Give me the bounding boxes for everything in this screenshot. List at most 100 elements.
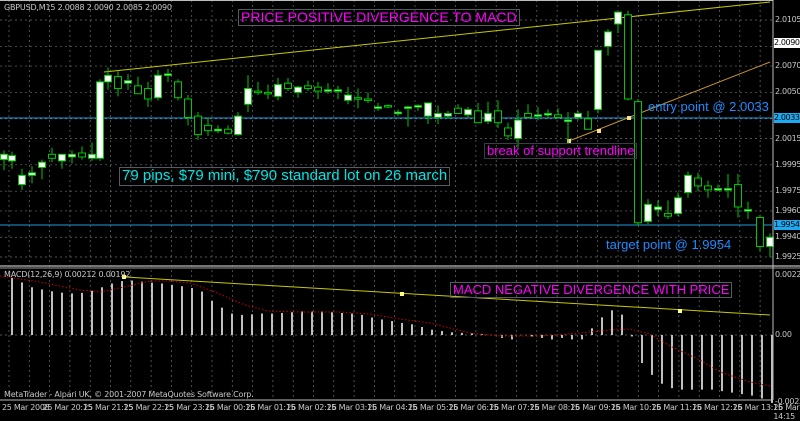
candle-bear (304, 85, 312, 89)
candle-bull (424, 102, 432, 117)
candle-bull (214, 128, 222, 132)
time-tick: 26 Mar 14:15 (773, 403, 800, 421)
time-tick: 26 Mar 03:15 (326, 403, 377, 412)
signal-line (0, 275, 771, 387)
candle-bear (454, 107, 462, 114)
candle-bull (154, 74, 162, 99)
candle-bull (104, 74, 112, 83)
price-tick: 2.0070 (775, 61, 800, 71)
candle-bull (18, 174, 26, 186)
trendline-anchor (597, 129, 601, 133)
candle-bear (264, 91, 272, 95)
entry-point-label[interactable]: entry point @ 2.0033 (648, 99, 769, 114)
candle-bull (96, 81, 104, 159)
candlesticks (0, 10, 774, 257)
candle-bear (624, 14, 632, 100)
candle-bull (514, 119, 522, 139)
candle-bear (384, 105, 392, 108)
candle-bull (684, 174, 692, 193)
candle-bull (394, 111, 402, 115)
candle-bull (674, 197, 682, 215)
macd-trendline-anchor (400, 292, 404, 296)
candle-bear (554, 114, 562, 118)
candle-bull (58, 153, 66, 162)
time-tick: 26 Mar 09:15 (570, 403, 621, 412)
candle-bear (704, 185, 712, 191)
price-tick: 1.9940 (775, 232, 800, 242)
candle-bull (344, 94, 352, 101)
candle-bull (274, 84, 282, 97)
trendline-anchor (627, 116, 631, 120)
candle-bear (204, 124, 212, 132)
candle-bull (574, 112, 582, 118)
candle-bull (68, 153, 76, 158)
time-tick: 25 Mar 23:15 (164, 403, 215, 412)
support-trendline (568, 61, 771, 142)
symbol-info: GBPUSD,M15 2.0088 2.0090 2.0085 2.0090 (4, 3, 172, 12)
time-tick: 26 Mar 05:15 (408, 403, 458, 412)
candle-bull (744, 209, 752, 212)
time-tick: 26 Mar 11:15 (651, 403, 702, 412)
candle-bear (494, 110, 502, 124)
macd-trendline-anchor (678, 309, 682, 313)
macd-tick: -0.00237 (775, 397, 800, 406)
candle-bull (0, 153, 8, 161)
macd-trendline (122, 275, 771, 316)
candle-bull (594, 49, 602, 111)
candle-bear (144, 87, 152, 100)
trendline-anchor (567, 139, 571, 143)
price-tag-current-bid: 2.0090 (774, 38, 800, 48)
copyright-footer: MetaTrader - Alpari UK, © 2001-2007 Meta… (4, 390, 254, 399)
candle-bear (354, 97, 362, 100)
candle-bull (464, 109, 472, 116)
macd-trendline (123, 276, 771, 316)
grid-lines (0, 0, 772, 400)
time-tick: 25 Mar 2008 (2, 403, 50, 412)
price-trendline (103, 1, 771, 73)
time-tick: 26 Mar 12:15 (692, 403, 743, 412)
candle-bull (28, 172, 36, 176)
candle-bull (644, 203, 652, 222)
candle-bear (314, 86, 322, 92)
candle-bear (224, 128, 232, 134)
price-tag-target-line: 1.9954 (774, 220, 800, 230)
time-tick: 26 Mar 06:15 (448, 403, 499, 412)
time-tick: 26 Mar 07:15 (489, 403, 540, 412)
price-divergence-label[interactable]: PRICE POSITIVE DIVERGENCE TO MACD (238, 9, 520, 27)
candle-bear (254, 90, 262, 94)
price-tick: 1.9960 (775, 205, 800, 215)
candle-bear (734, 184, 742, 208)
candle-bear (48, 153, 56, 159)
candle-bull (124, 80, 132, 84)
macd-indicator-label: MACD(12,26,9) 0.00212 0.00192 (4, 270, 131, 279)
price-tick: 2.0015 (775, 133, 800, 143)
time-tick: 26 Mar 01:15 (245, 403, 296, 412)
candle-bull (604, 31, 612, 47)
horizontal-levels (0, 117, 772, 226)
candle-bull (534, 114, 542, 117)
candle-bear (584, 118, 592, 130)
candle-bear (78, 152, 86, 158)
candle-bull (434, 112, 442, 118)
target-point-label[interactable]: target point @ 1.9954 (606, 237, 732, 252)
break-support-label[interactable]: break of support trendline (484, 143, 638, 160)
candle-bear (634, 101, 642, 224)
chart-frame (0, 0, 800, 401)
time-tick: 25 Mar 22:15 (123, 403, 174, 412)
time-tick: 26 Mar 10:15 (611, 403, 661, 412)
candle-bear (284, 82, 292, 89)
time-tick: 25 Mar 21:15 (83, 403, 134, 412)
pips-summary-label[interactable]: 79 pips, $79 mini, $790 standard lot on … (119, 167, 451, 186)
candle-bull (564, 119, 572, 123)
macd-divergence-label[interactable]: MACD NEGATIVE DIVERGENCE WITH PRICE (450, 282, 733, 299)
candle-bear (694, 177, 702, 187)
macd-tick: 0.00 (775, 330, 792, 339)
candle-bear (134, 85, 142, 95)
candle-bull (374, 106, 382, 109)
candle-bear (184, 98, 192, 118)
time-tick: 26 Mar 04:15 (367, 403, 418, 412)
candle-bull (414, 105, 422, 108)
candle-bear (194, 115, 202, 136)
price-tick: 2.0050 (775, 87, 800, 97)
